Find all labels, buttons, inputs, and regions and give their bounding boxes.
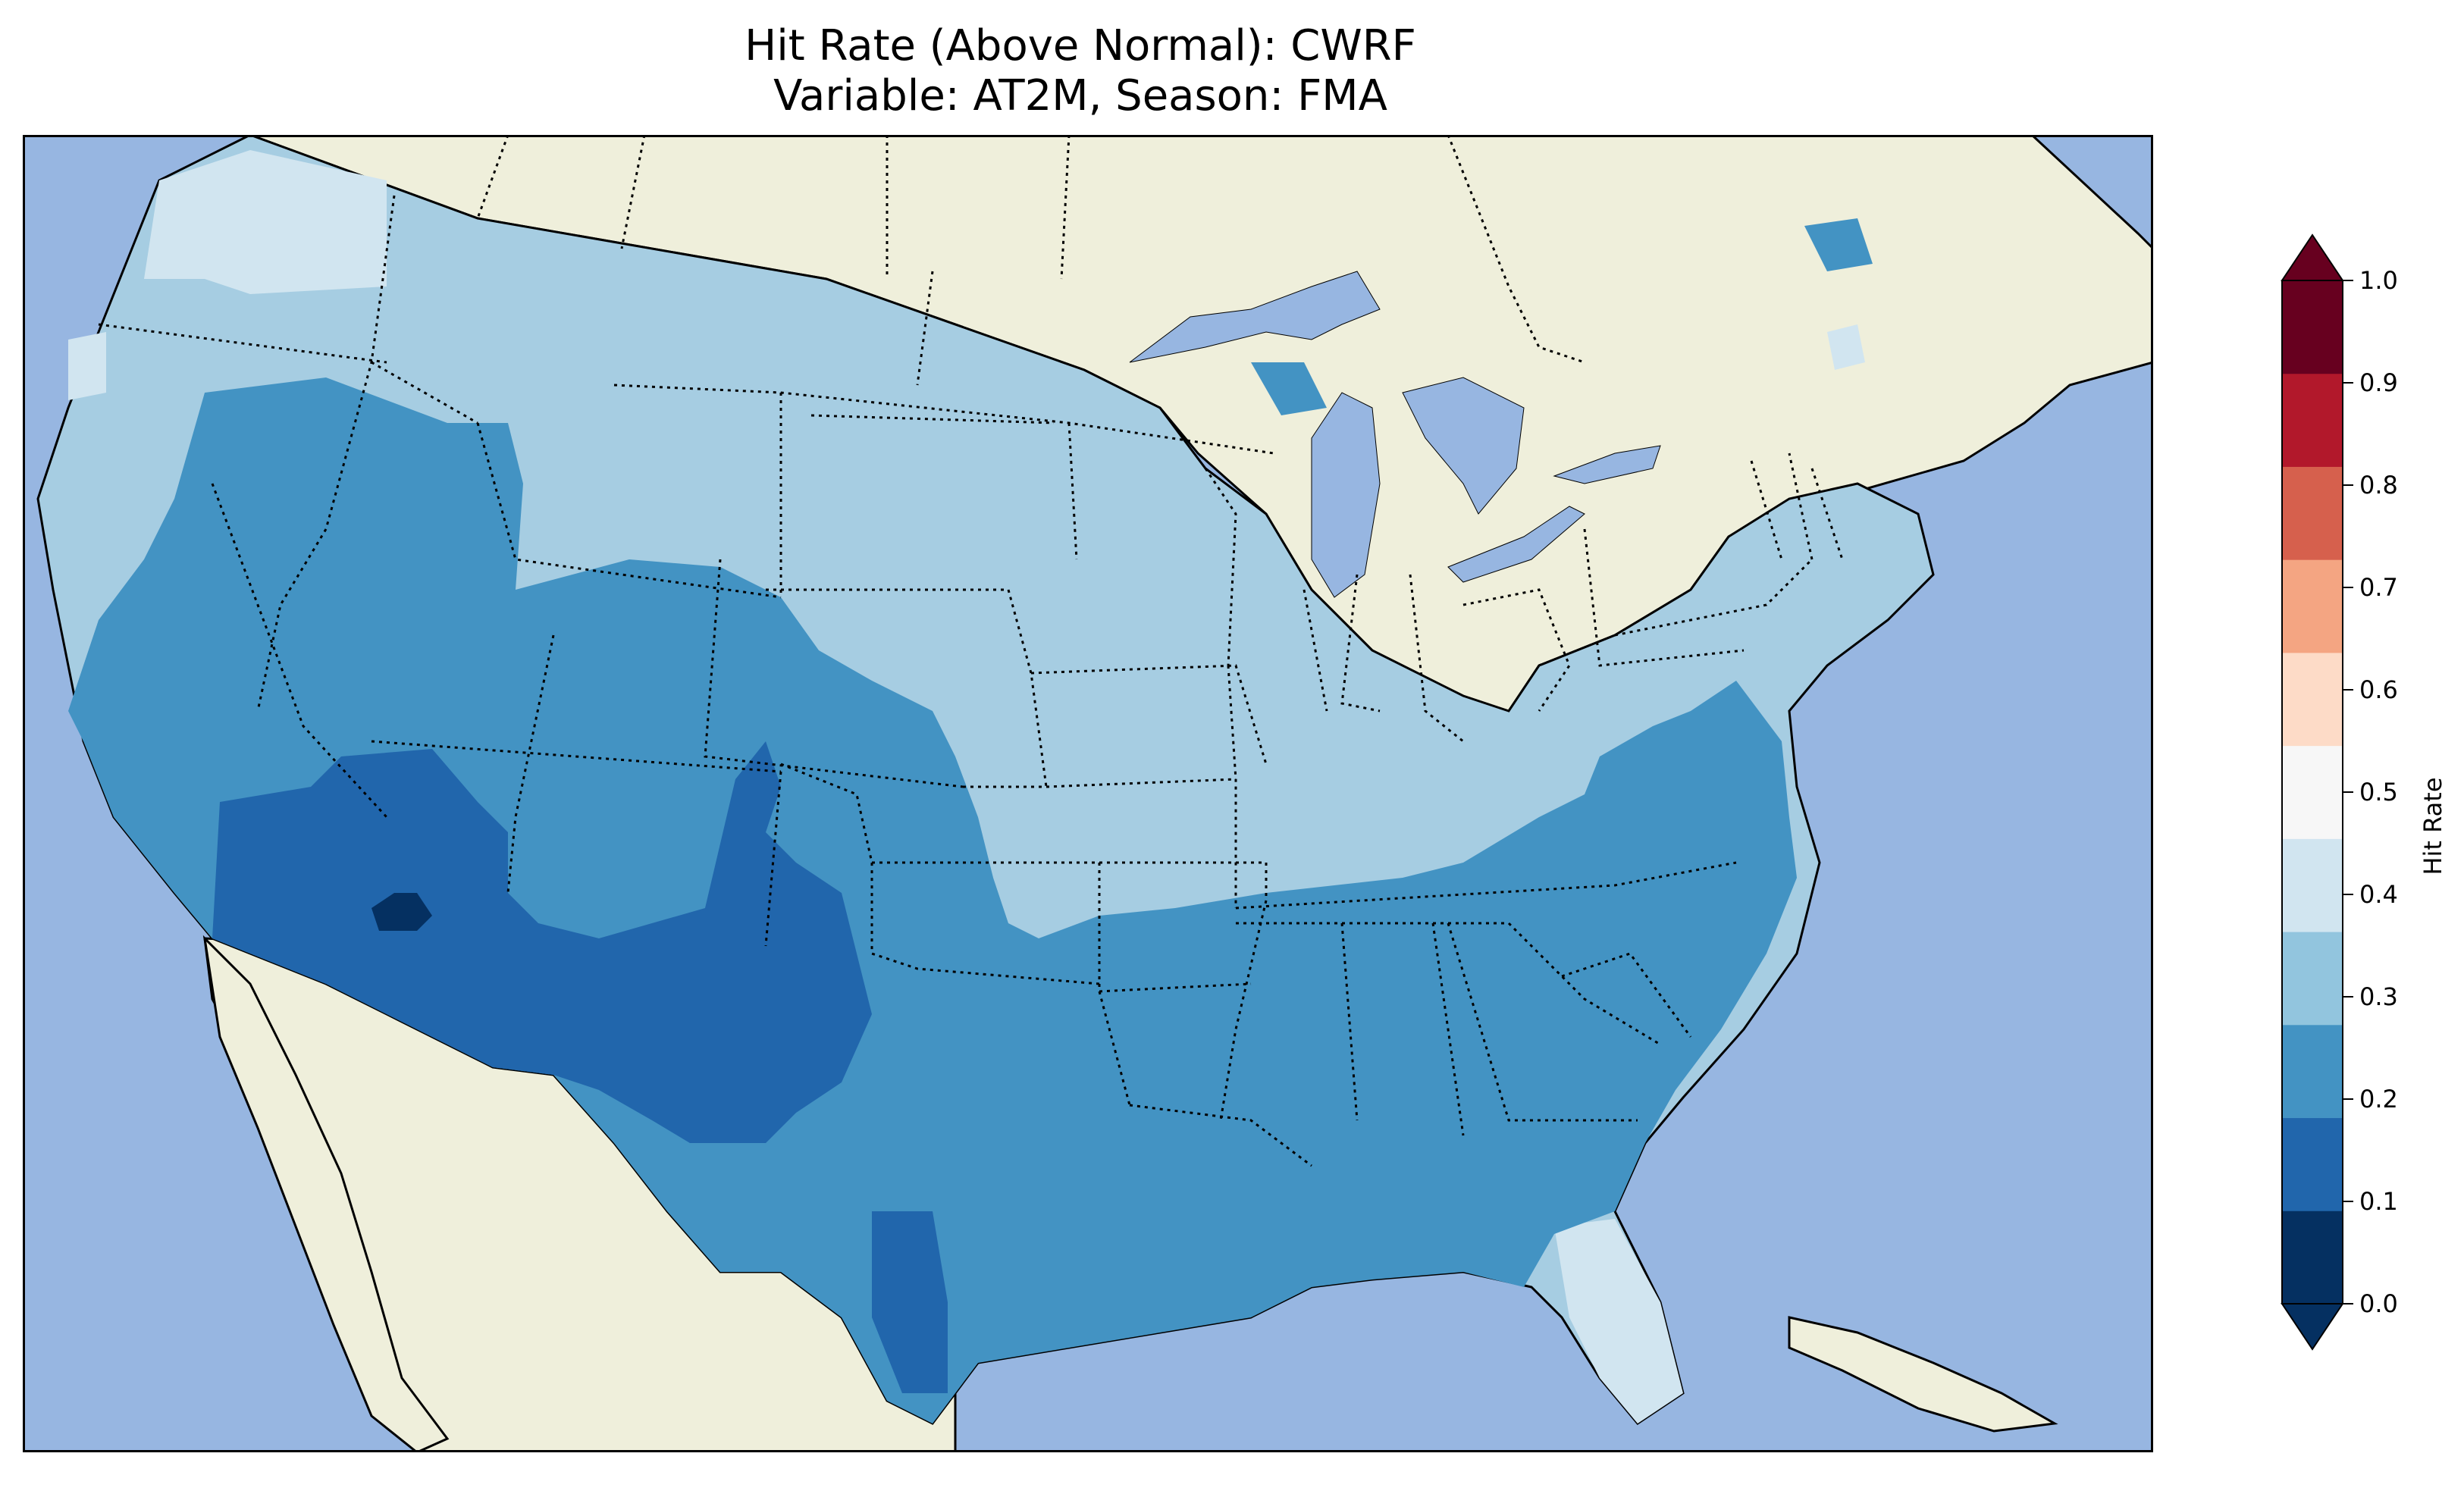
colorbar-under-arrow — [2281, 1303, 2344, 1351]
colorbar-segment — [2282, 932, 2343, 1026]
lake-ontario — [1553, 445, 1661, 484]
province-boundaries — [476, 135, 1585, 364]
zone-0.4-0.5-maine — [1827, 324, 1865, 370]
colorbar-over-arrow — [2281, 233, 2344, 281]
colorbar-tick-label: 0.8 — [2359, 471, 2398, 500]
colorbar-tick-label: 0.6 — [2359, 675, 2398, 704]
colorbar-segment — [2282, 652, 2343, 747]
colorbar-label: Hit Rate — [2419, 777, 2447, 875]
colorbar-tick-label: 0.3 — [2359, 982, 2398, 1011]
colorbar-tick-label: 0.1 — [2359, 1187, 2398, 1216]
lake-michigan — [1311, 392, 1381, 598]
colorbar-tick-label: 0.2 — [2359, 1085, 2398, 1113]
map-title-line2: Variable: AT2M, Season: FMA — [773, 71, 1387, 121]
colorbar-tick-label: 0.4 — [2359, 880, 2398, 909]
colorbar-segment — [2282, 1117, 2343, 1211]
colorbar-tick-label: 0.7 — [2359, 573, 2398, 602]
colorbar-tick-label: 0.9 — [2359, 368, 2398, 397]
zone-0.4-0.5-florida — [1554, 1219, 1683, 1424]
zone-0.2-0.3-west — [68, 377, 1797, 1424]
zone-0.1-0.2-southwest — [212, 741, 872, 1143]
colorbar-tick-label: 0.0 — [2359, 1289, 2398, 1318]
baja-peninsula — [202, 935, 450, 1452]
zone-0.2-0.3-maine — [1804, 218, 1873, 271]
state-boundaries — [98, 195, 1844, 1167]
colorbar-segment — [2282, 745, 2343, 839]
colorbar-tick-label: 1.0 — [2359, 266, 2398, 295]
lake-superior — [1129, 271, 1381, 363]
colorbar-segment — [2282, 466, 2343, 560]
colorbar-segment — [2282, 280, 2343, 374]
colorbar-segment — [2282, 1024, 2343, 1119]
colorbar-blocks — [2281, 233, 2344, 1351]
zone-0.2-0.3-wisconsin — [1251, 362, 1327, 415]
map-title-line1: Hit Rate (Above Normal): CWRF — [745, 21, 1416, 70]
zone-0.4-0.5-oregon-coast — [68, 332, 106, 400]
cuba-island — [1788, 1316, 2058, 1433]
colorbar-ticks: 0.0 0.1 0.2 0.3 0.4 0.5 0.6 0.7 0.8 0.9 1.0 — [2343, 266, 2398, 1318]
lake-erie — [1447, 506, 1585, 583]
zone-0.1-0.2-south-texas — [872, 1211, 948, 1393]
colorbar-segment — [2282, 373, 2343, 467]
zone-0.0-0.1-arizona — [371, 893, 432, 931]
colorbar-segment — [2282, 838, 2343, 932]
choropleth-map — [23, 135, 2153, 1452]
colorbar-tick-label: 0.5 — [2359, 778, 2398, 807]
colorbar: 0.0 0.1 0.2 0.3 0.4 0.5 0.6 0.7 0.8 0.9 1.0 Hit Ra… — [2281, 233, 2447, 1351]
zone-0.4-0.5-northwest — [144, 150, 387, 294]
lake-huron — [1402, 377, 1525, 515]
colorbar-segment — [2282, 559, 2343, 653]
map-frame — [23, 135, 2153, 1452]
colorbar-segment — [2282, 1211, 2343, 1305]
